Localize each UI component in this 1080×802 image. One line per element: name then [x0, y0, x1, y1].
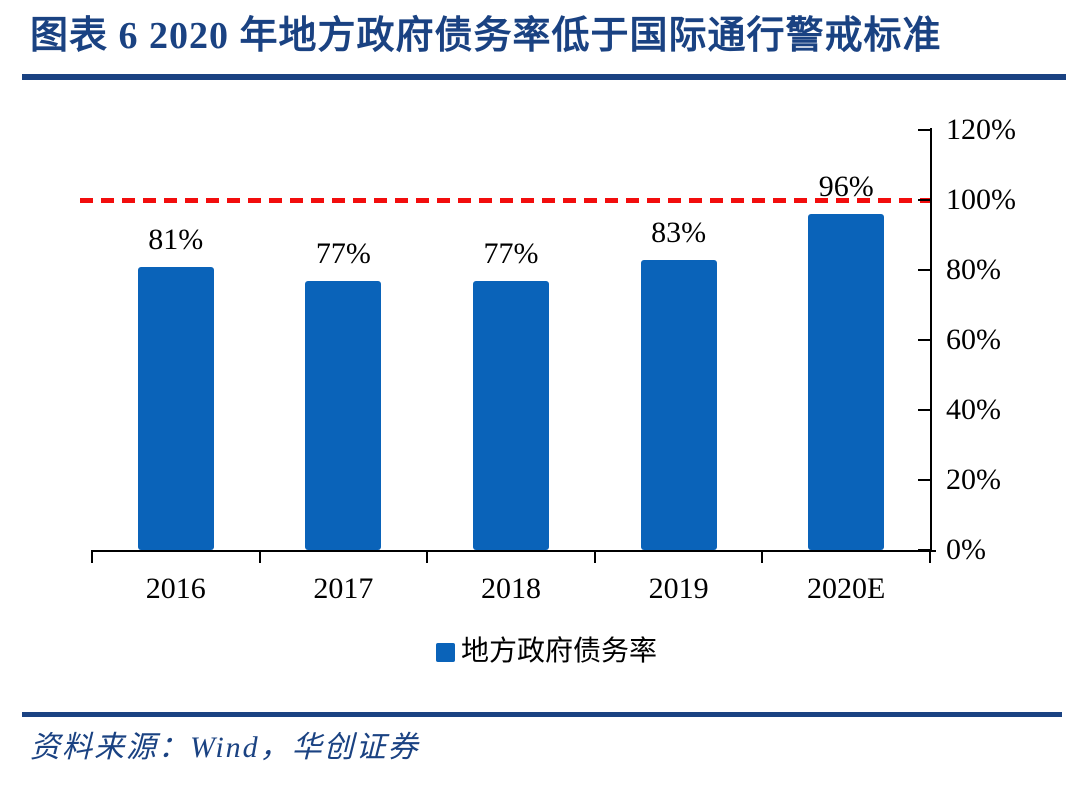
x-axis-label: 2019	[648, 572, 709, 605]
y-tick-mark	[918, 129, 930, 131]
x-axis-line	[92, 550, 936, 552]
title-divider	[22, 74, 1066, 80]
warning-threshold-line	[80, 198, 930, 203]
x-tick-mark	[426, 550, 429, 563]
bar-value-label: 77%	[483, 236, 539, 270]
y-axis-line	[930, 128, 932, 552]
x-tick-mark	[929, 550, 931, 563]
y-tick-label: 80%	[946, 253, 1001, 286]
legend-swatch-icon	[436, 642, 455, 662]
bar-value-label: 83%	[651, 215, 707, 249]
bar-value-label: 81%	[148, 222, 204, 256]
bar-value-label: 77%	[315, 236, 371, 270]
y-tick-mark	[918, 409, 930, 411]
x-axis-label: 2016	[145, 572, 206, 605]
x-tick-mark	[761, 550, 764, 563]
footer-divider	[22, 712, 1062, 717]
y-tick-label: 120%	[946, 113, 1016, 146]
x-tick-mark	[593, 550, 596, 563]
page-title: 图表 6 2020 年地方政府债务率低于国际通行警戒标准	[30, 15, 942, 57]
x-axis-label: 2017	[313, 572, 374, 605]
y-tick-label: 0%	[946, 533, 986, 566]
y-tick-label: 100%	[946, 183, 1016, 216]
y-tick-label: 40%	[946, 393, 1001, 426]
x-axis-label: 2020E	[807, 572, 886, 605]
legend-label: 地方政府债务率	[461, 636, 658, 667]
bar-2019	[640, 259, 717, 550]
x-axis-label: 2018	[481, 572, 541, 605]
y-tick-mark	[918, 549, 930, 551]
y-tick-label: 20%	[946, 463, 1001, 496]
chart-legend: 地方政府债务率	[436, 637, 657, 667]
x-tick-mark	[258, 550, 261, 563]
y-tick-mark	[918, 479, 930, 481]
bar-2020E	[808, 214, 885, 550]
source-note: 资料来源：Wind，华创证券	[30, 731, 420, 764]
bar-value-label: 96%	[818, 170, 874, 203]
bar-2018	[473, 280, 549, 550]
y-tick-mark	[918, 269, 930, 271]
bar-2016	[137, 266, 214, 550]
bar-chart: 81% 2016 77% 2017 77% 2018 83% 2019 96% 2020E 0% 20…	[0, 92, 1080, 692]
y-tick-label: 60%	[946, 323, 1001, 356]
y-tick-mark	[918, 199, 930, 201]
y-tick-mark	[918, 339, 930, 341]
x-tick-mark	[91, 550, 93, 563]
bar-2017	[305, 280, 382, 550]
